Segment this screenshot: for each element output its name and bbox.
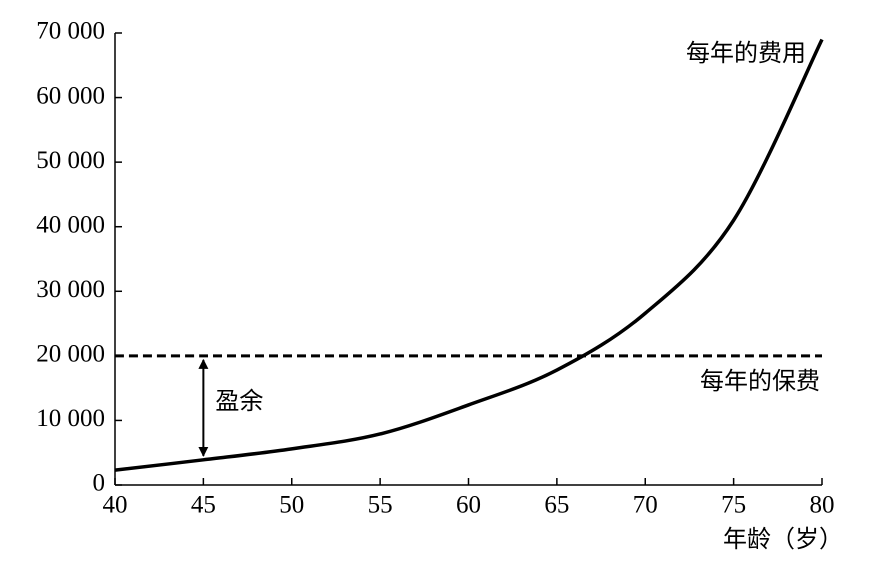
x-tick-label: 45 — [191, 492, 216, 519]
x-tick-label: 55 — [368, 492, 393, 519]
y-tick-label: 20 000 — [36, 341, 105, 368]
x-tick-label: 60 — [456, 492, 481, 519]
y-tick-label: 50 000 — [36, 147, 105, 174]
x-tick-label: 75 — [721, 492, 746, 519]
x-tick-label: 70 — [633, 492, 658, 519]
y-tick-label: 60 000 — [36, 82, 105, 109]
y-tick-label: 70 000 — [36, 18, 105, 45]
x-axis-label: 年龄（岁） — [723, 525, 843, 553]
y-tick-label: 30 000 — [36, 276, 105, 303]
x-tick-label: 80 — [810, 492, 835, 519]
x-tick-label: 65 — [544, 492, 569, 519]
y-tick-label: 40 000 — [36, 211, 105, 238]
series-line — [114, 38, 824, 472]
series-label: 每年的费用 — [686, 39, 806, 67]
annotation-label: 盈余 — [215, 387, 263, 415]
y-tick-label: 10 000 — [36, 405, 105, 432]
x-tick-label: 40 — [103, 492, 128, 519]
y-tick-label: 0 — [93, 470, 106, 497]
x-tick-label: 50 — [279, 492, 304, 519]
series-label: 每年的保费 — [700, 367, 820, 395]
